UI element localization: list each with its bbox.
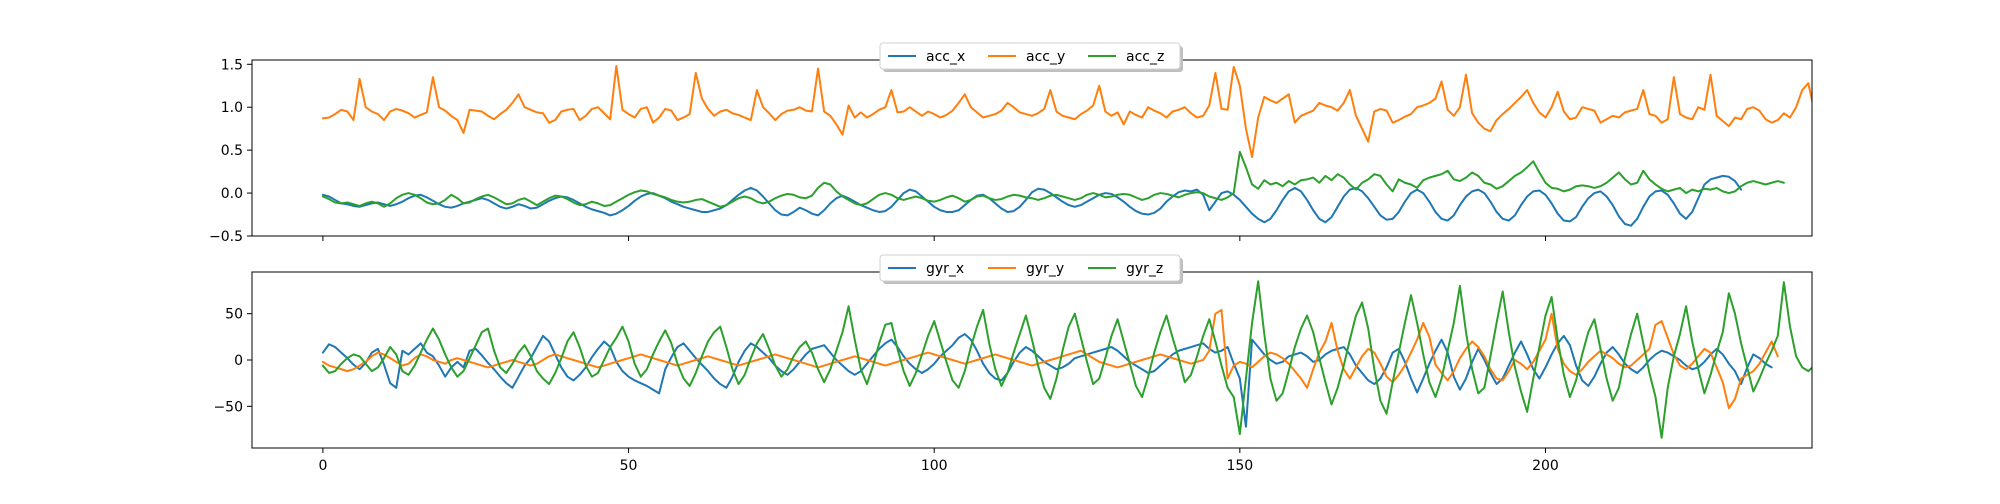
legend-label-acc-y: acc_y [1026, 49, 1065, 65]
x-tick-label: 150 [1226, 458, 1253, 474]
gyr-subplot: 0 50 100 150 200 −50 0 50 gyr_x gyr_y gyr_z [213, 254, 1813, 474]
series-line-gyr-z [321, 280, 1812, 439]
legend-label-gyr-z: gyr_z [1126, 261, 1163, 277]
y-tick-label: 1.0 [221, 100, 243, 116]
x-tick-label: 200 [1532, 458, 1559, 474]
acc-axes-frame [251, 59, 1813, 237]
legend-label-acc-z: acc_z [1126, 49, 1164, 65]
acc-subplot: −0.5 0.0 0.5 1.0 1.5 acc_x acc_y acc_z [209, 42, 1813, 245]
x-tick-label: 0 [318, 458, 327, 474]
x-tick-label: 100 [921, 458, 948, 474]
legend-label-gyr-x: gyr_x [926, 261, 964, 277]
y-tick-label: 0.0 [221, 186, 243, 202]
y-tick-label: −50 [213, 399, 243, 415]
y-tick-label: 0.5 [221, 143, 243, 159]
series-line-gyr-x [321, 333, 1773, 428]
y-tick-label: 1.5 [221, 57, 243, 73]
x-tick-label: 50 [620, 458, 638, 474]
series-line-acc-z [321, 150, 1785, 208]
series-line-gyr-y [321, 308, 1779, 410]
series-line-acc-y [321, 65, 1812, 159]
series-line-acc-x [321, 174, 1743, 227]
legend-label-gyr-y: gyr_y [1026, 261, 1064, 277]
legend-label-acc-x: acc_x [926, 49, 965, 65]
y-tick-label: 50 [225, 307, 243, 323]
acc-legend: acc_x acc_y acc_z [879, 42, 1183, 72]
y-tick-label: 0 [234, 353, 243, 369]
gyr-legend: gyr_x gyr_y gyr_z [879, 254, 1183, 284]
y-tick-label: −0.5 [209, 229, 243, 245]
